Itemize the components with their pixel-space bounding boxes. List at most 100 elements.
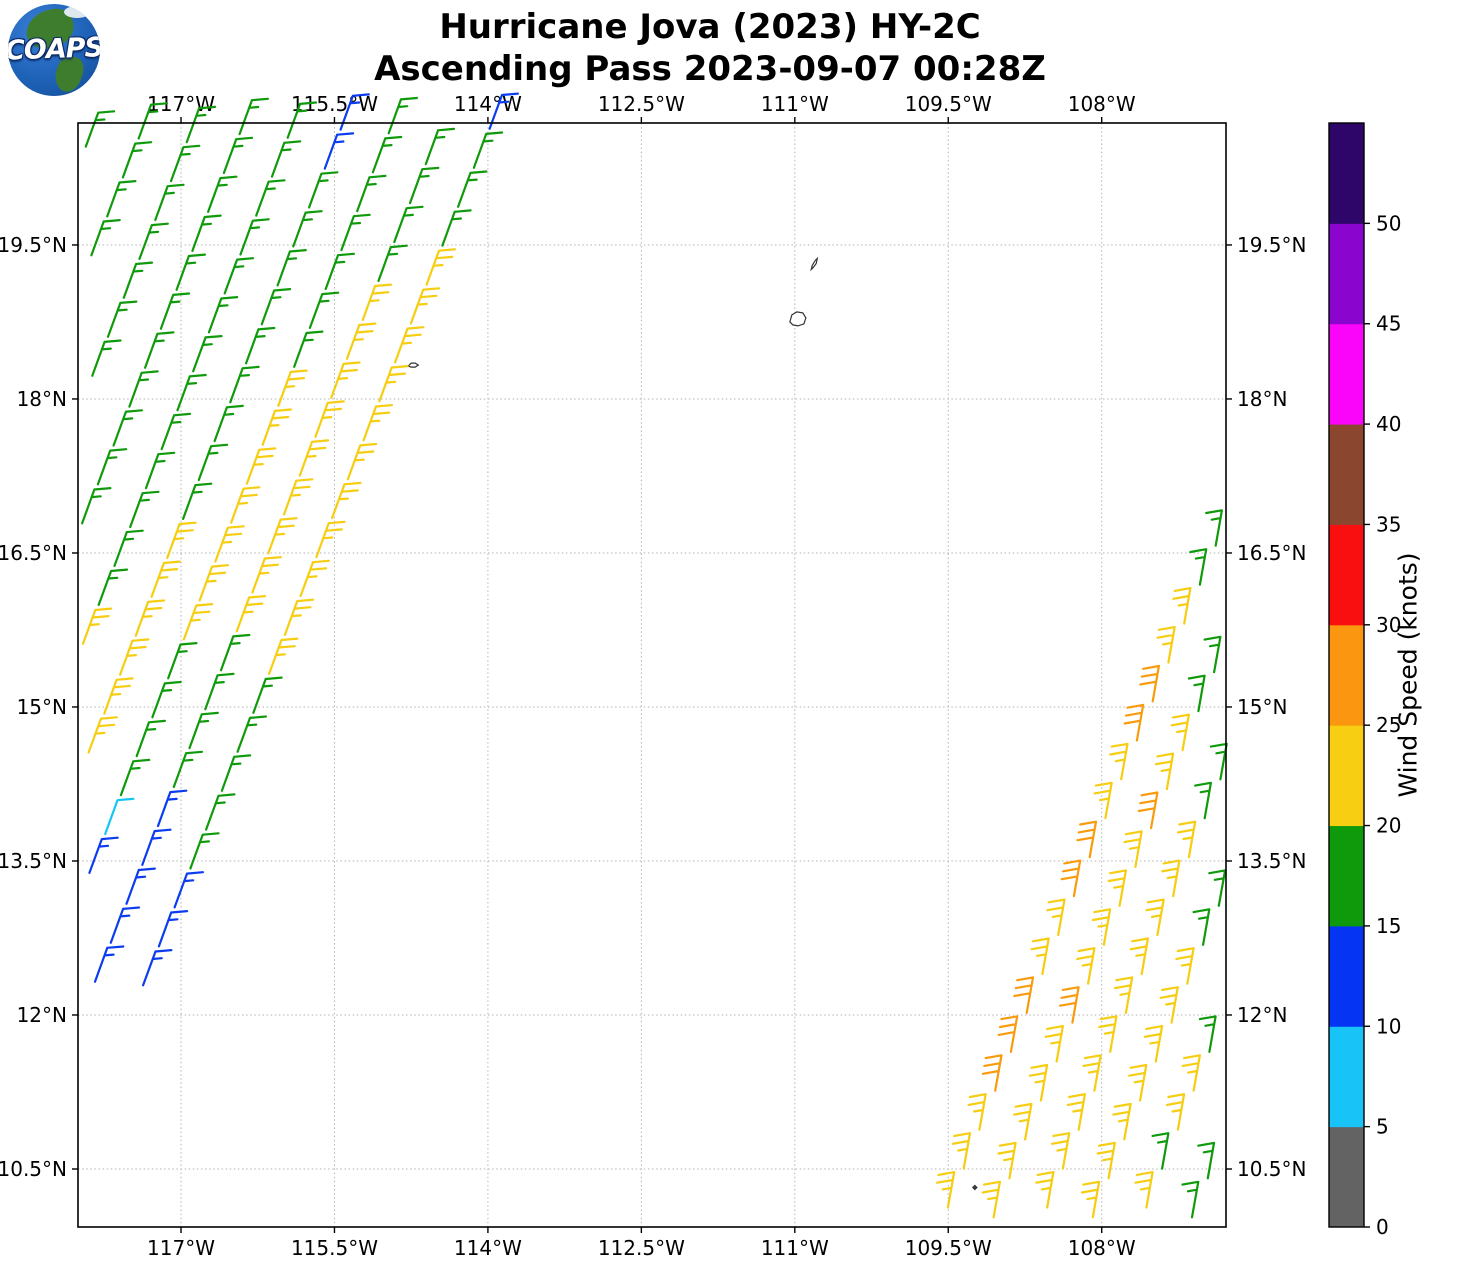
- wind-barb: [129, 490, 160, 529]
- wind-barb: [268, 637, 299, 675]
- wind-barb: [1165, 1093, 1186, 1131]
- wind-barb: [1161, 859, 1181, 898]
- wind-barb: [387, 96, 418, 135]
- wind-barb: [1143, 1025, 1164, 1063]
- wind-barb: [1139, 664, 1160, 703]
- wind-barb: [1123, 830, 1143, 868]
- x-tick-label-top: 114°W: [454, 92, 522, 116]
- colorbar-tick-label: 35: [1376, 512, 1401, 536]
- wind-barb: [176, 373, 207, 412]
- wind-barb: [223, 257, 255, 295]
- wind-barb: [87, 716, 118, 754]
- wind-barb: [167, 642, 198, 680]
- wind-barb: [408, 166, 440, 205]
- wind-barb: [951, 1132, 972, 1170]
- wind-barb: [1189, 548, 1208, 586]
- wind-barb: [156, 789, 188, 828]
- wind-barb: [457, 170, 488, 208]
- wind-barb: [261, 408, 292, 446]
- y-tick-label-right: 18°N: [1237, 387, 1287, 411]
- colorbar-segment: [1329, 424, 1364, 525]
- y-tick-label-right: 16.5°N: [1237, 541, 1307, 565]
- wind-barb: [1035, 1171, 1055, 1209]
- wind-barb: [394, 326, 425, 364]
- y-tick-label-left: 15°N: [17, 695, 67, 719]
- wind-barb: [981, 1180, 1001, 1219]
- x-tick-label-top: 109.5°W: [905, 92, 992, 116]
- colorbar-tick-label: 0: [1376, 1215, 1389, 1239]
- x-tick-label-bottom: 115.5°W: [291, 1236, 378, 1260]
- wind-barb: [96, 448, 128, 486]
- wind-barb: [330, 361, 361, 399]
- y-tick-label-right: 10.5°N: [1237, 1157, 1307, 1181]
- wind-barb: [425, 248, 456, 286]
- island-contour: [407, 362, 420, 368]
- wind-barb: [214, 525, 245, 563]
- figure-title: Hurricane Jova (2023) HY-2C Ascending Pa…: [374, 6, 1046, 90]
- wind-barb: [144, 451, 176, 490]
- wind-barb: [276, 249, 307, 287]
- wind-barb: [1194, 781, 1212, 820]
- wind-barb: [1154, 752, 1175, 791]
- wind-barb: [1013, 976, 1035, 1014]
- wind-barb: [125, 867, 156, 905]
- wind-barb: [1082, 1054, 1102, 1092]
- wind-barb: [93, 945, 125, 983]
- wind-barb: [97, 568, 129, 606]
- wind-barb: [1046, 898, 1066, 937]
- wind-barb: [340, 213, 371, 252]
- wind-barb: [182, 482, 213, 520]
- wind-barb: [1170, 713, 1190, 752]
- wind-barb: [160, 412, 192, 451]
- wind-barb: [154, 183, 185, 222]
- wind-barb: [88, 836, 119, 874]
- colorbar-segment: [1329, 825, 1364, 927]
- wind-barb: [1107, 869, 1127, 907]
- y-tick-label-left: 19.5°N: [0, 233, 67, 257]
- wind-barb: [207, 175, 238, 213]
- wind-barb: [345, 322, 377, 360]
- wind-barb: [173, 871, 204, 909]
- colorbar-tick-label: 50: [1376, 211, 1401, 235]
- colorbar-segment: [1329, 624, 1364, 726]
- coaps-logo: COAPS: [8, 4, 100, 96]
- wind-barb: [1050, 1132, 1071, 1170]
- wind-barb: [192, 335, 223, 373]
- wind-barb: [236, 715, 267, 753]
- wind-barb: [1076, 947, 1096, 985]
- wind-barb: [159, 292, 191, 330]
- wind-barb: [91, 339, 122, 377]
- x-tick-label-bottom: 109.5°W: [905, 1236, 992, 1260]
- wind-barb: [314, 400, 345, 438]
- wind-barb: [119, 758, 151, 797]
- x-tick-label-bottom: 108°W: [1068, 1236, 1136, 1260]
- colorbar-tick-label: 25: [1376, 713, 1401, 737]
- wind-barb: [997, 1141, 1017, 1180]
- y-tick-label-left: 16.5°N: [0, 541, 67, 565]
- wind-barb: [270, 140, 302, 178]
- wind-barb: [283, 598, 315, 636]
- wind-barb: [104, 797, 135, 836]
- x-tick-label-bottom: 117°W: [147, 1236, 215, 1260]
- wind-barb: [1198, 1015, 1217, 1053]
- x-tick-label-top: 112.5°W: [598, 92, 685, 116]
- wind-barb: [1175, 947, 1195, 985]
- wind-barb: [308, 291, 340, 329]
- wind-barb: [356, 174, 387, 213]
- wind-barb: [1091, 908, 1112, 946]
- wind-barb: [142, 949, 173, 987]
- wind-barb: [219, 633, 251, 672]
- x-tick-label-bottom: 111°W: [761, 1236, 829, 1260]
- wind-barb: [1076, 820, 1098, 859]
- wind-barb: [292, 210, 323, 248]
- wind-barb: [1113, 976, 1134, 1014]
- wind-barb: [1181, 1054, 1201, 1092]
- y-tick-label-right: 15°N: [1237, 695, 1287, 719]
- wind-barb: [1137, 791, 1159, 830]
- logo-ice-cap: [64, 6, 90, 18]
- wind-barb: [472, 131, 504, 169]
- wind-barb: [112, 409, 143, 447]
- title-line-1: Hurricane Jova (2023) HY-2C: [439, 7, 981, 47]
- wind-barb: [128, 370, 159, 408]
